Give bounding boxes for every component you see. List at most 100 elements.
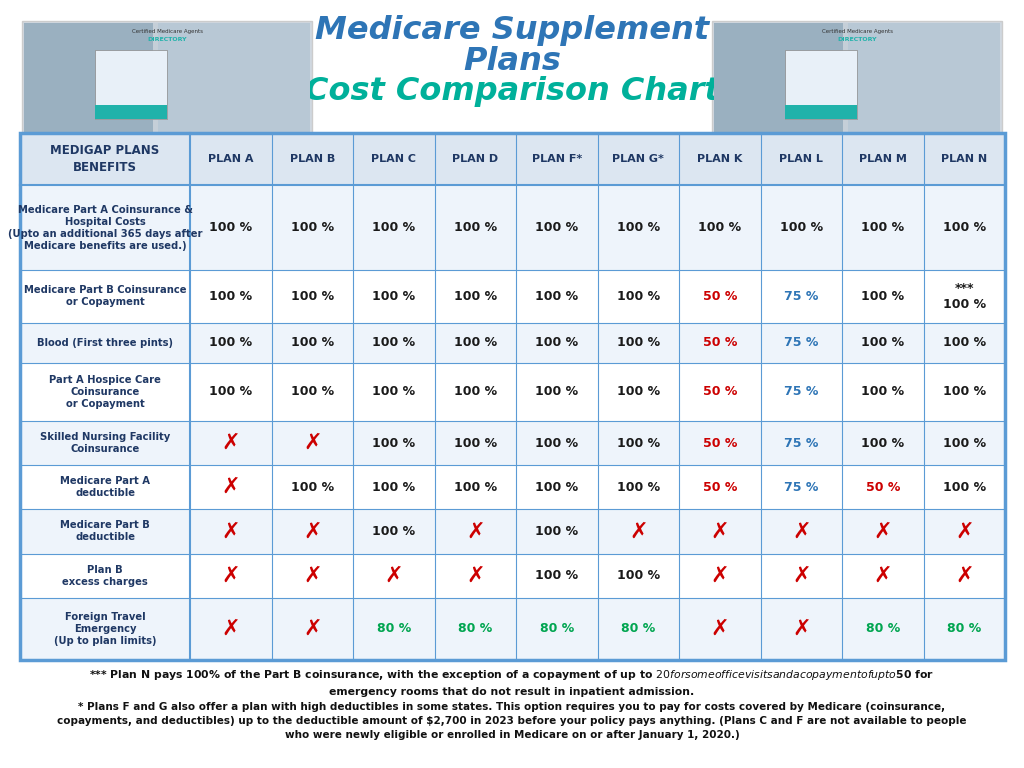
- Text: ✗: ✗: [221, 619, 240, 639]
- Text: ✗: ✗: [955, 566, 974, 586]
- Bar: [714, 23, 843, 134]
- Text: PLAN M: PLAN M: [859, 154, 906, 164]
- Bar: [20, 554, 1005, 598]
- Text: 100 %: 100 %: [943, 221, 986, 234]
- Text: Part A Hospice Care
Coinsurance
or Copayment: Part A Hospice Care Coinsurance or Copay…: [49, 375, 161, 409]
- Text: Medicare Supplement: Medicare Supplement: [315, 15, 709, 46]
- Text: Certified Medicare Agents: Certified Medicare Agents: [821, 29, 893, 34]
- Text: ✗: ✗: [303, 619, 322, 639]
- Bar: [20, 465, 1005, 509]
- Text: ✗: ✗: [221, 521, 240, 541]
- Text: 100 %: 100 %: [454, 436, 497, 449]
- Text: Certified Medicare Agents: Certified Medicare Agents: [131, 29, 203, 34]
- Text: Plans: Plans: [463, 46, 561, 77]
- Text: 100 %: 100 %: [536, 436, 579, 449]
- Text: 80 %: 80 %: [947, 622, 981, 635]
- Text: ✗: ✗: [303, 521, 322, 541]
- Text: 100 %: 100 %: [616, 569, 659, 582]
- Text: ✗: ✗: [711, 521, 729, 541]
- Text: 100 %: 100 %: [372, 386, 416, 399]
- Text: 100 %: 100 %: [372, 481, 416, 494]
- Text: 50 %: 50 %: [702, 481, 737, 494]
- Text: 100 %: 100 %: [372, 336, 416, 349]
- Text: MEDIGAP PLANS
BENEFITS: MEDIGAP PLANS BENEFITS: [50, 144, 160, 174]
- Text: 100 %: 100 %: [943, 481, 986, 494]
- Text: 100 %: 100 %: [209, 221, 252, 234]
- Text: ✗: ✗: [873, 566, 892, 586]
- Text: 100 %: 100 %: [698, 221, 741, 234]
- Text: Cost Comparison Chart: Cost Comparison Chart: [304, 76, 720, 107]
- Text: 100 %: 100 %: [616, 290, 659, 303]
- Text: 50 %: 50 %: [702, 436, 737, 449]
- Text: 100 %: 100 %: [861, 221, 904, 234]
- Text: 100 %: 100 %: [536, 481, 579, 494]
- Text: 80 %: 80 %: [865, 622, 900, 635]
- Text: 50 %: 50 %: [702, 336, 737, 349]
- Text: 50 %: 50 %: [702, 386, 737, 399]
- Text: PLAN L: PLAN L: [779, 154, 823, 164]
- Text: 80 %: 80 %: [377, 622, 411, 635]
- Bar: [20, 509, 1005, 554]
- Bar: [24, 23, 153, 134]
- Text: 100 %: 100 %: [372, 436, 416, 449]
- Text: 100 %: 100 %: [616, 386, 659, 399]
- Text: DIRECTORY: DIRECTORY: [838, 37, 877, 42]
- Text: 100 %: 100 %: [291, 221, 334, 234]
- Text: 100 %: 100 %: [861, 336, 904, 349]
- Text: PLAN D: PLAN D: [453, 154, 499, 164]
- Text: PLAN C: PLAN C: [372, 154, 416, 164]
- Text: ✗: ✗: [221, 566, 240, 586]
- Text: Medicare Part A Coinsurance &
Hospital Costs
(Upto an additional 365 days after
: Medicare Part A Coinsurance & Hospital C…: [8, 205, 203, 250]
- Bar: [94, 105, 167, 119]
- Text: 100 %: 100 %: [536, 221, 579, 234]
- Bar: [20, 598, 1005, 660]
- Text: ✗: ✗: [221, 433, 240, 453]
- Bar: [784, 50, 857, 119]
- Bar: [159, 23, 310, 134]
- Text: 100 %: 100 %: [616, 436, 659, 449]
- Text: *** Plan N pays 100% of the Part B coinsurance, with the exception of a copaymen: *** Plan N pays 100% of the Part B coins…: [89, 668, 935, 697]
- Text: 80 %: 80 %: [540, 622, 573, 635]
- Text: Medicare Part B
deductible: Medicare Part B deductible: [60, 521, 150, 542]
- Bar: [20, 185, 1005, 270]
- Bar: [20, 133, 1005, 185]
- Text: 100 %: 100 %: [616, 481, 659, 494]
- Text: PLAN N: PLAN N: [941, 154, 987, 164]
- Bar: [849, 23, 1000, 134]
- Bar: [20, 362, 1005, 421]
- Text: 100 %: 100 %: [536, 386, 579, 399]
- Text: ✗: ✗: [792, 566, 811, 586]
- Text: Foreign Travel
Emergency
(Up to plan limits): Foreign Travel Emergency (Up to plan lim…: [53, 612, 157, 646]
- Text: 100 %: 100 %: [536, 569, 579, 582]
- Bar: [20, 133, 1005, 660]
- Bar: [20, 270, 1005, 323]
- Text: 75 %: 75 %: [784, 336, 818, 349]
- Text: Plan B
excess charges: Plan B excess charges: [62, 564, 147, 587]
- Bar: [24, 23, 310, 134]
- Text: ✗: ✗: [792, 521, 811, 541]
- Text: ✗: ✗: [466, 566, 484, 586]
- Text: 100 %: 100 %: [536, 525, 579, 538]
- Text: 100 %: 100 %: [209, 336, 252, 349]
- Text: ✗: ✗: [384, 566, 403, 586]
- Text: 100 %: 100 %: [291, 290, 334, 303]
- Text: 100 %: 100 %: [943, 336, 986, 349]
- Text: 75 %: 75 %: [784, 290, 818, 303]
- Text: 100 %: 100 %: [454, 336, 497, 349]
- Text: 100 %: 100 %: [943, 436, 986, 449]
- Text: ✗: ✗: [629, 521, 647, 541]
- Text: 100 %: 100 %: [291, 481, 334, 494]
- Text: ✗: ✗: [873, 521, 892, 541]
- Text: 75 %: 75 %: [784, 436, 818, 449]
- Text: ✗: ✗: [466, 521, 484, 541]
- Text: 50 %: 50 %: [865, 481, 900, 494]
- Text: PLAN G*: PLAN G*: [612, 154, 665, 164]
- Text: 100 %: 100 %: [372, 221, 416, 234]
- Text: Medicare Part A
deductible: Medicare Part A deductible: [60, 476, 150, 498]
- Text: 100 %: 100 %: [372, 290, 416, 303]
- Text: DIRECTORY: DIRECTORY: [147, 37, 186, 42]
- Text: PLAN F*: PLAN F*: [531, 154, 582, 164]
- Text: 100 %: 100 %: [616, 336, 659, 349]
- Text: 100 %: 100 %: [291, 336, 334, 349]
- Text: 100 %: 100 %: [943, 386, 986, 399]
